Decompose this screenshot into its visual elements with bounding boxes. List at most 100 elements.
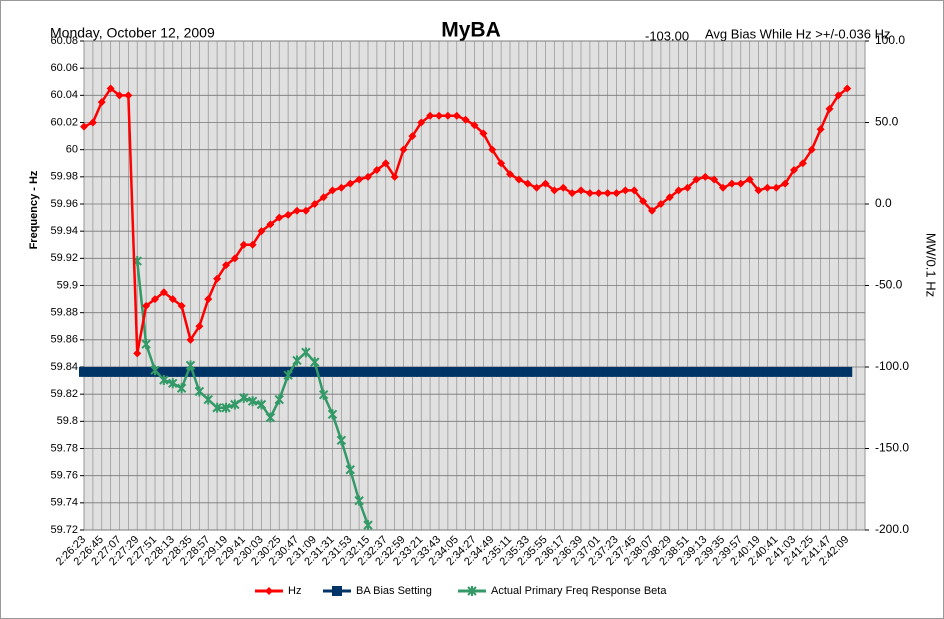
y-tick-label: 59.78 (50, 442, 78, 454)
marker (629, 366, 640, 377)
marker (124, 91, 133, 100)
y-tick-label: 59.72 (50, 524, 78, 536)
marker (398, 366, 409, 377)
chart-title: MyBA (441, 19, 501, 42)
marker (185, 366, 196, 377)
marker (648, 206, 656, 215)
marker (549, 366, 560, 377)
marker (496, 366, 507, 377)
marker (150, 365, 160, 376)
marker (168, 295, 177, 304)
marker (531, 366, 542, 377)
marker (532, 183, 541, 192)
marker (213, 274, 222, 283)
y2-tick-label: 0.0 (875, 196, 892, 210)
marker (585, 189, 594, 198)
marker (292, 366, 302, 377)
marker (221, 366, 231, 377)
marker (364, 172, 372, 181)
marker (309, 366, 320, 377)
marker (248, 240, 257, 249)
marker (478, 366, 489, 377)
marker (664, 366, 675, 377)
marker (745, 175, 754, 184)
marker (141, 366, 152, 377)
marker (389, 366, 400, 377)
marker (744, 366, 755, 377)
marker (407, 366, 418, 377)
marker (540, 366, 551, 377)
marker (256, 399, 267, 410)
marker (301, 347, 311, 358)
marker (301, 206, 310, 215)
marker (603, 189, 612, 198)
marker (727, 179, 736, 188)
marker (176, 383, 187, 394)
y-tick-label: 60.08 (50, 35, 78, 47)
marker (327, 366, 338, 377)
marker (204, 295, 213, 304)
marker (380, 366, 391, 377)
marker (772, 183, 781, 192)
y-tick-label: 59.88 (50, 307, 78, 319)
y2-tick-label: -50.0 (875, 278, 903, 292)
marker (372, 166, 381, 175)
marker (843, 84, 852, 93)
y-tick-label: 59.74 (50, 497, 78, 509)
marker (336, 435, 347, 446)
marker (736, 179, 745, 188)
marker (194, 386, 205, 397)
y-tick-label: 59.92 (50, 252, 78, 264)
legend-label: Actual Primary Freq Response Beta (491, 585, 667, 597)
marker (247, 396, 258, 407)
marker (842, 366, 853, 377)
marker (408, 132, 417, 141)
marker (203, 394, 213, 405)
marker (328, 186, 337, 195)
marker (790, 166, 798, 175)
y-tick-label: 59.86 (50, 334, 78, 346)
marker (647, 366, 657, 377)
marker (212, 402, 222, 413)
marker (141, 339, 151, 350)
y2-tick-label: -100.0 (875, 359, 909, 373)
marker (265, 412, 276, 423)
marker (363, 366, 373, 377)
marker (506, 170, 514, 179)
marker (443, 111, 452, 120)
marker (735, 366, 746, 377)
y-tick-label: 59.84 (50, 361, 78, 373)
marker (656, 200, 665, 208)
marker (265, 366, 276, 377)
y-tick-label: 59.8 (57, 415, 78, 427)
marker (655, 366, 666, 377)
marker (399, 145, 408, 154)
y2-tick-label: 100.0 (875, 33, 905, 47)
marker (522, 366, 533, 377)
marker (318, 366, 329, 377)
marker (417, 118, 426, 127)
marker (487, 366, 498, 377)
marker (514, 175, 523, 184)
marker (763, 183, 772, 192)
marker (674, 186, 683, 195)
marker (470, 121, 479, 130)
marker (151, 295, 159, 304)
marker (497, 159, 506, 168)
marker (283, 370, 293, 381)
marker (88, 118, 97, 127)
marker (789, 366, 799, 377)
marker (523, 179, 532, 188)
marker (442, 366, 453, 377)
marker (229, 366, 240, 377)
marker (239, 240, 248, 249)
y-tick-label: 60.02 (50, 116, 78, 128)
marker (123, 366, 134, 377)
marker (194, 366, 205, 377)
marker (159, 375, 169, 386)
marker (266, 220, 275, 229)
marker (274, 366, 285, 377)
marker (451, 366, 462, 377)
marker (256, 366, 267, 377)
